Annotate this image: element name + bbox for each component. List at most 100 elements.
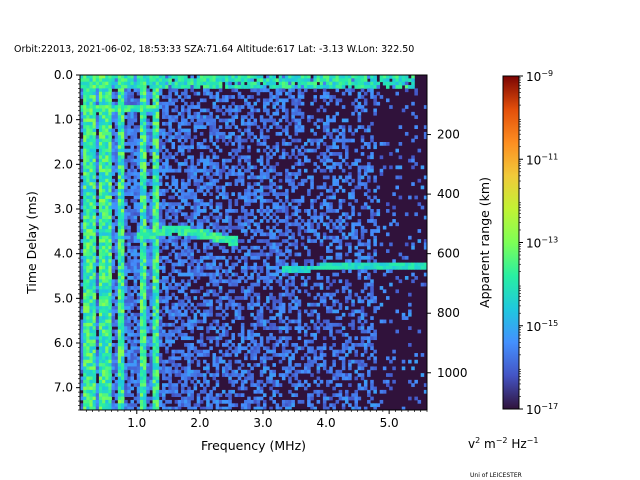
heatmap-cell <box>155 265 160 270</box>
heatmap-cell <box>307 252 311 257</box>
heatmap-cell <box>149 168 153 173</box>
heatmap-cell <box>193 105 198 109</box>
heatmap-cell <box>256 108 261 113</box>
heatmap-cell <box>168 309 172 314</box>
heatmap-cell <box>117 192 122 196</box>
heatmap-cell <box>250 349 254 354</box>
heatmap-cell <box>326 215 330 220</box>
heatmap-cell <box>218 336 223 341</box>
heatmap-cell <box>247 276 251 280</box>
heatmap-cell <box>196 265 201 270</box>
heatmap-cell <box>171 195 176 200</box>
heatmap-cell <box>272 212 276 217</box>
heatmap-cell <box>102 175 106 180</box>
heatmap-cell <box>152 225 157 230</box>
heatmap-cell <box>162 219 166 223</box>
heatmap-cell <box>130 366 135 371</box>
heatmap-cell <box>124 279 128 284</box>
heatmap-cell <box>244 255 248 260</box>
heatmap-cell <box>124 232 128 237</box>
heatmap-cell <box>133 319 138 324</box>
heatmap-cell <box>143 131 147 136</box>
heatmap-cell <box>80 95 84 99</box>
heatmap-cell <box>162 232 166 237</box>
heatmap-cell <box>139 165 144 170</box>
heatmap-cell <box>281 403 286 408</box>
heatmap-cell <box>102 101 106 106</box>
heatmap-cell <box>127 259 131 263</box>
heatmap-cell <box>281 309 286 314</box>
heatmap-cell <box>316 225 321 230</box>
heatmap-cell <box>155 312 160 317</box>
heatmap-cell <box>102 306 106 310</box>
heatmap-cell <box>322 212 327 217</box>
heatmap-cell <box>124 209 128 213</box>
heatmap-cell <box>143 195 147 200</box>
heatmap-cell <box>326 292 330 297</box>
heatmap-cell <box>117 406 122 411</box>
heatmap-cell <box>117 279 122 284</box>
heatmap-cell <box>127 81 131 86</box>
heatmap-cell <box>124 188 128 193</box>
heatmap-cell <box>190 346 194 351</box>
heatmap-cell <box>152 168 157 173</box>
heatmap-cell <box>95 152 100 156</box>
heatmap-cell <box>203 245 207 250</box>
heatmap-cell <box>143 329 147 334</box>
heatmap-cell <box>108 262 112 267</box>
heatmap-cell <box>177 312 182 317</box>
heatmap-cell <box>86 222 90 227</box>
heatmap-cell <box>92 252 97 257</box>
heatmap-cell <box>190 81 194 86</box>
heatmap-cell <box>288 81 292 86</box>
heatmap-cell <box>155 262 160 267</box>
heatmap-cell <box>152 255 157 260</box>
heatmap-cell <box>259 205 264 210</box>
heatmap-cell <box>199 209 204 213</box>
heatmap-cell <box>272 242 276 247</box>
heatmap-cell <box>108 75 112 79</box>
heatmap-cell <box>124 363 128 367</box>
heatmap-cell <box>269 98 273 103</box>
heatmap-cell <box>310 259 314 263</box>
heatmap-cell <box>105 346 109 351</box>
heatmap-cell <box>98 219 103 223</box>
heatmap-cell <box>130 75 135 79</box>
heatmap-cell <box>108 152 112 156</box>
heatmap-cell <box>228 108 232 113</box>
heatmap-cell <box>108 192 112 196</box>
heatmap-cell <box>130 329 135 334</box>
heatmap-cell <box>127 148 131 153</box>
heatmap-cell <box>177 78 182 83</box>
heatmap-cell <box>244 296 248 300</box>
heatmap-cell <box>190 255 194 260</box>
heatmap-cell <box>215 329 220 334</box>
heatmap-cell <box>234 135 239 140</box>
heatmap-cell <box>92 101 97 106</box>
heatmap-cell <box>92 399 97 404</box>
heatmap-cell <box>155 286 160 290</box>
heatmap-cell <box>266 152 270 156</box>
heatmap-cell <box>184 95 188 99</box>
heatmap-cell <box>215 299 220 304</box>
heatmap-cell <box>102 269 106 274</box>
heatmap-cell <box>294 145 299 150</box>
heatmap-cell <box>316 145 321 150</box>
heatmap-cell <box>291 138 295 143</box>
heatmap-cell <box>89 306 94 310</box>
heatmap-cell <box>209 81 213 86</box>
heatmap-cell <box>83 165 87 170</box>
heatmap-cell <box>162 312 166 317</box>
heatmap-cell <box>127 101 131 106</box>
heatmap-cell <box>149 286 153 290</box>
heatmap-cell <box>285 131 289 136</box>
heatmap-cell <box>89 88 94 93</box>
heatmap-cell <box>136 252 141 257</box>
heatmap-cell <box>111 111 116 116</box>
heatmap-cell <box>171 349 176 354</box>
heatmap-cell <box>269 232 273 237</box>
heatmap-cell <box>149 373 153 377</box>
heatmap-cell <box>203 373 207 377</box>
heatmap-cell <box>272 249 276 253</box>
heatmap-cell <box>262 322 267 327</box>
